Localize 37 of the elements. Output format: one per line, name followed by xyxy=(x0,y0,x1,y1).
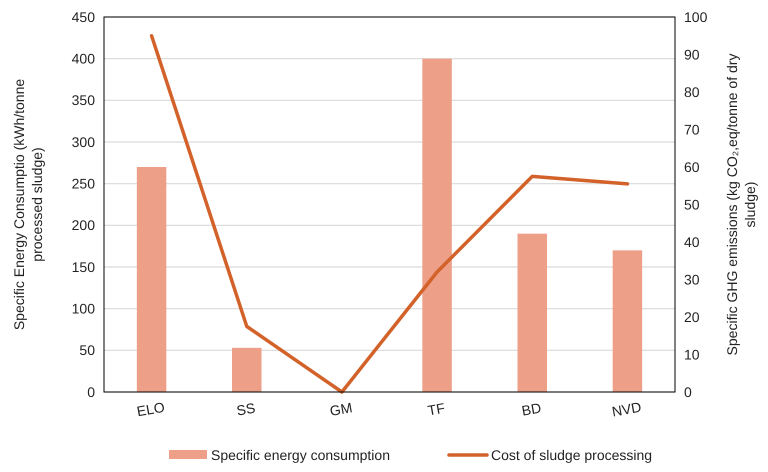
y2-tick-label: 20 xyxy=(684,308,700,325)
y2-tick-label: 10 xyxy=(684,346,700,362)
y-tick-label: 200 xyxy=(72,217,96,234)
y2-tick-label: 80 xyxy=(684,84,700,100)
legend-label: Specific energy consumption xyxy=(211,447,390,463)
x-tick-label: GM xyxy=(328,399,354,419)
y2-tick-label: 30 xyxy=(684,271,700,288)
y2-tick-label: 50 xyxy=(684,196,700,212)
x-tick-label: ELO xyxy=(136,398,166,420)
x-tick-label: NVD xyxy=(610,398,642,420)
y-tick-label: 450 xyxy=(72,8,96,25)
x-tick-label: BD xyxy=(520,400,542,419)
y2-tick-label: 70 xyxy=(684,121,700,138)
y-tick-label: 250 xyxy=(72,176,96,192)
y-tick-label: 100 xyxy=(72,300,96,317)
y2-tick-label: 100 xyxy=(684,8,708,25)
y-tick-label: 150 xyxy=(72,258,96,275)
bar xyxy=(136,167,166,392)
y-axis-title: Specific Energy Consumptio (kWh/tonne processed sludge) xyxy=(11,78,45,330)
y2-tick-label: 40 xyxy=(684,234,700,250)
y2-tick-label: 60 xyxy=(684,158,700,175)
y-tick-label: 50 xyxy=(79,342,96,358)
bar xyxy=(518,234,547,392)
x-tick-label: TF xyxy=(426,400,446,418)
x-tick-label: SS xyxy=(235,400,256,419)
y-tick-label: 0 xyxy=(87,384,96,400)
y-tick-label: 350 xyxy=(72,92,96,108)
y2-axis-title: Specific GHG emissions (kg CO₂,eq/tonne of dry sludge) xyxy=(724,54,758,356)
line-series xyxy=(150,34,630,394)
y2-tick-label: 90 xyxy=(684,46,700,62)
bar xyxy=(232,348,262,392)
bar xyxy=(422,58,452,392)
y-tick-label: 400 xyxy=(72,50,96,67)
bar xyxy=(612,250,642,392)
legend-label: Cost of sludge processing xyxy=(491,447,652,463)
y-tick-label: 300 xyxy=(72,134,96,150)
y2-tick-label: 0 xyxy=(684,384,692,400)
